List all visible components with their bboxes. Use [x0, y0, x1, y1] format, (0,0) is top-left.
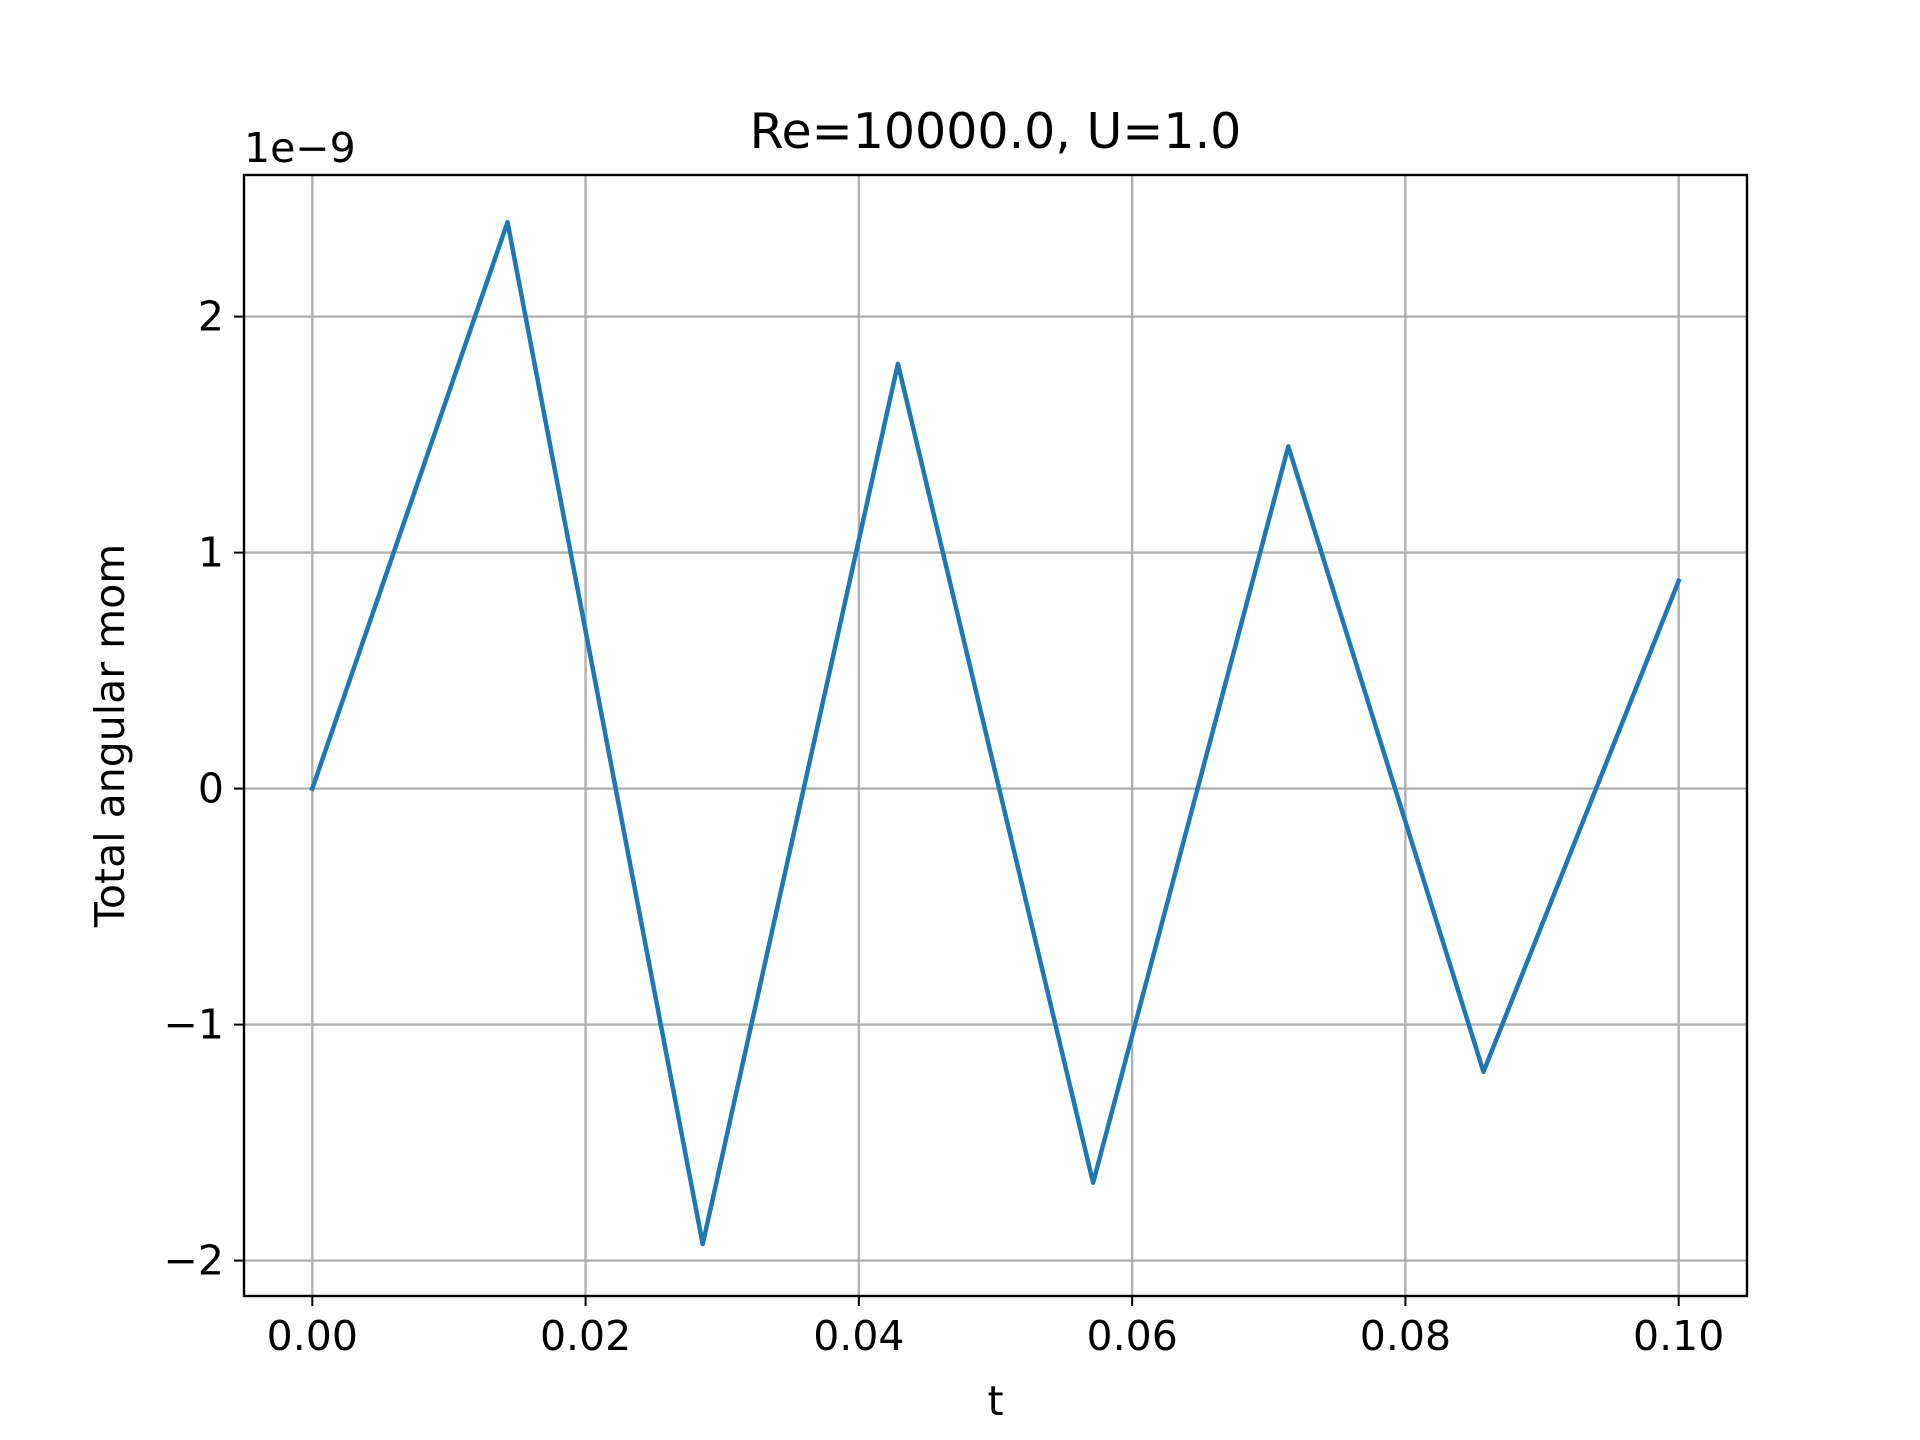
y-tick-label: 2 [198, 293, 224, 341]
x-tick-label: 0.08 [1360, 1312, 1451, 1360]
x-tick-label: 0.06 [1086, 1312, 1177, 1360]
y-axis-offset-label: 1e−9 [244, 124, 356, 172]
y-tick-label: 1 [198, 529, 224, 577]
chart-title: Re=10000.0, U=1.0 [750, 103, 1242, 160]
y-tick-label: 0 [198, 765, 224, 813]
x-tick-label: 0.02 [540, 1312, 631, 1360]
y-tick-label: −1 [164, 1001, 224, 1049]
y-tick-label: −2 [164, 1237, 224, 1285]
x-tick-label: 0.00 [267, 1312, 358, 1360]
x-tick-label: 0.04 [813, 1312, 904, 1360]
series-line [309, 219, 1682, 1247]
series-layer [309, 219, 1682, 1247]
x-tick-label: 0.10 [1633, 1312, 1724, 1360]
ticks: 0.00 0.02 0.04 0.06 0.08 0.10 −2 −1 0 1 2 [164, 293, 1725, 1360]
y-axis-label: Total angular mom [86, 544, 134, 928]
plot-frame [242, 173, 1749, 1298]
x-axis-label: t [987, 1377, 1003, 1425]
grid [244, 175, 1747, 1296]
